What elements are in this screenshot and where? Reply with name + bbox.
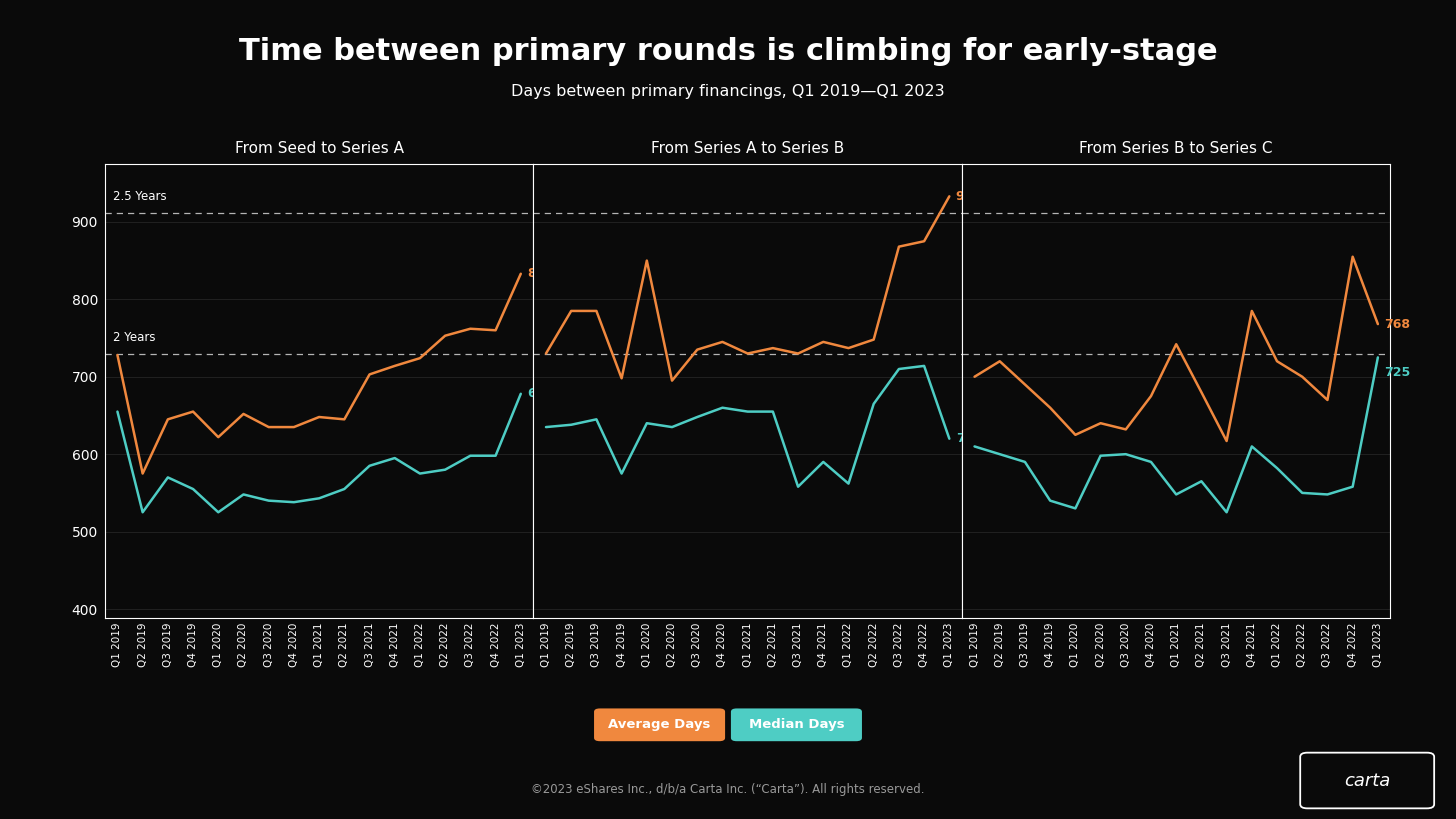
Text: 714: 714 (955, 432, 981, 446)
Text: Average Days: Average Days (609, 718, 711, 731)
Text: carta: carta (1344, 771, 1390, 790)
Text: ©2023 eShares Inc., d/b/a Carta Inc. (“Carta”). All rights reserved.: ©2023 eShares Inc., d/b/a Carta Inc. (“C… (531, 783, 925, 796)
Text: 833: 833 (527, 267, 553, 280)
Text: 768: 768 (1385, 318, 1411, 331)
Text: Median Days: Median Days (748, 718, 844, 731)
Text: 678: 678 (527, 387, 553, 400)
Title: From Seed to Series A: From Seed to Series A (234, 141, 403, 156)
Text: 725: 725 (1385, 366, 1411, 379)
Text: 2 Years: 2 Years (114, 331, 156, 344)
Title: From Series B to Series C: From Series B to Series C (1079, 141, 1273, 156)
Text: Time between primary rounds is climbing for early-stage: Time between primary rounds is climbing … (239, 37, 1217, 66)
Text: 933: 933 (955, 190, 981, 203)
Text: 2.5 Years: 2.5 Years (114, 190, 167, 203)
Title: From Series A to Series B: From Series A to Series B (651, 141, 844, 156)
Text: Days between primary financings, Q1 2019—Q1 2023: Days between primary financings, Q1 2019… (511, 84, 945, 98)
